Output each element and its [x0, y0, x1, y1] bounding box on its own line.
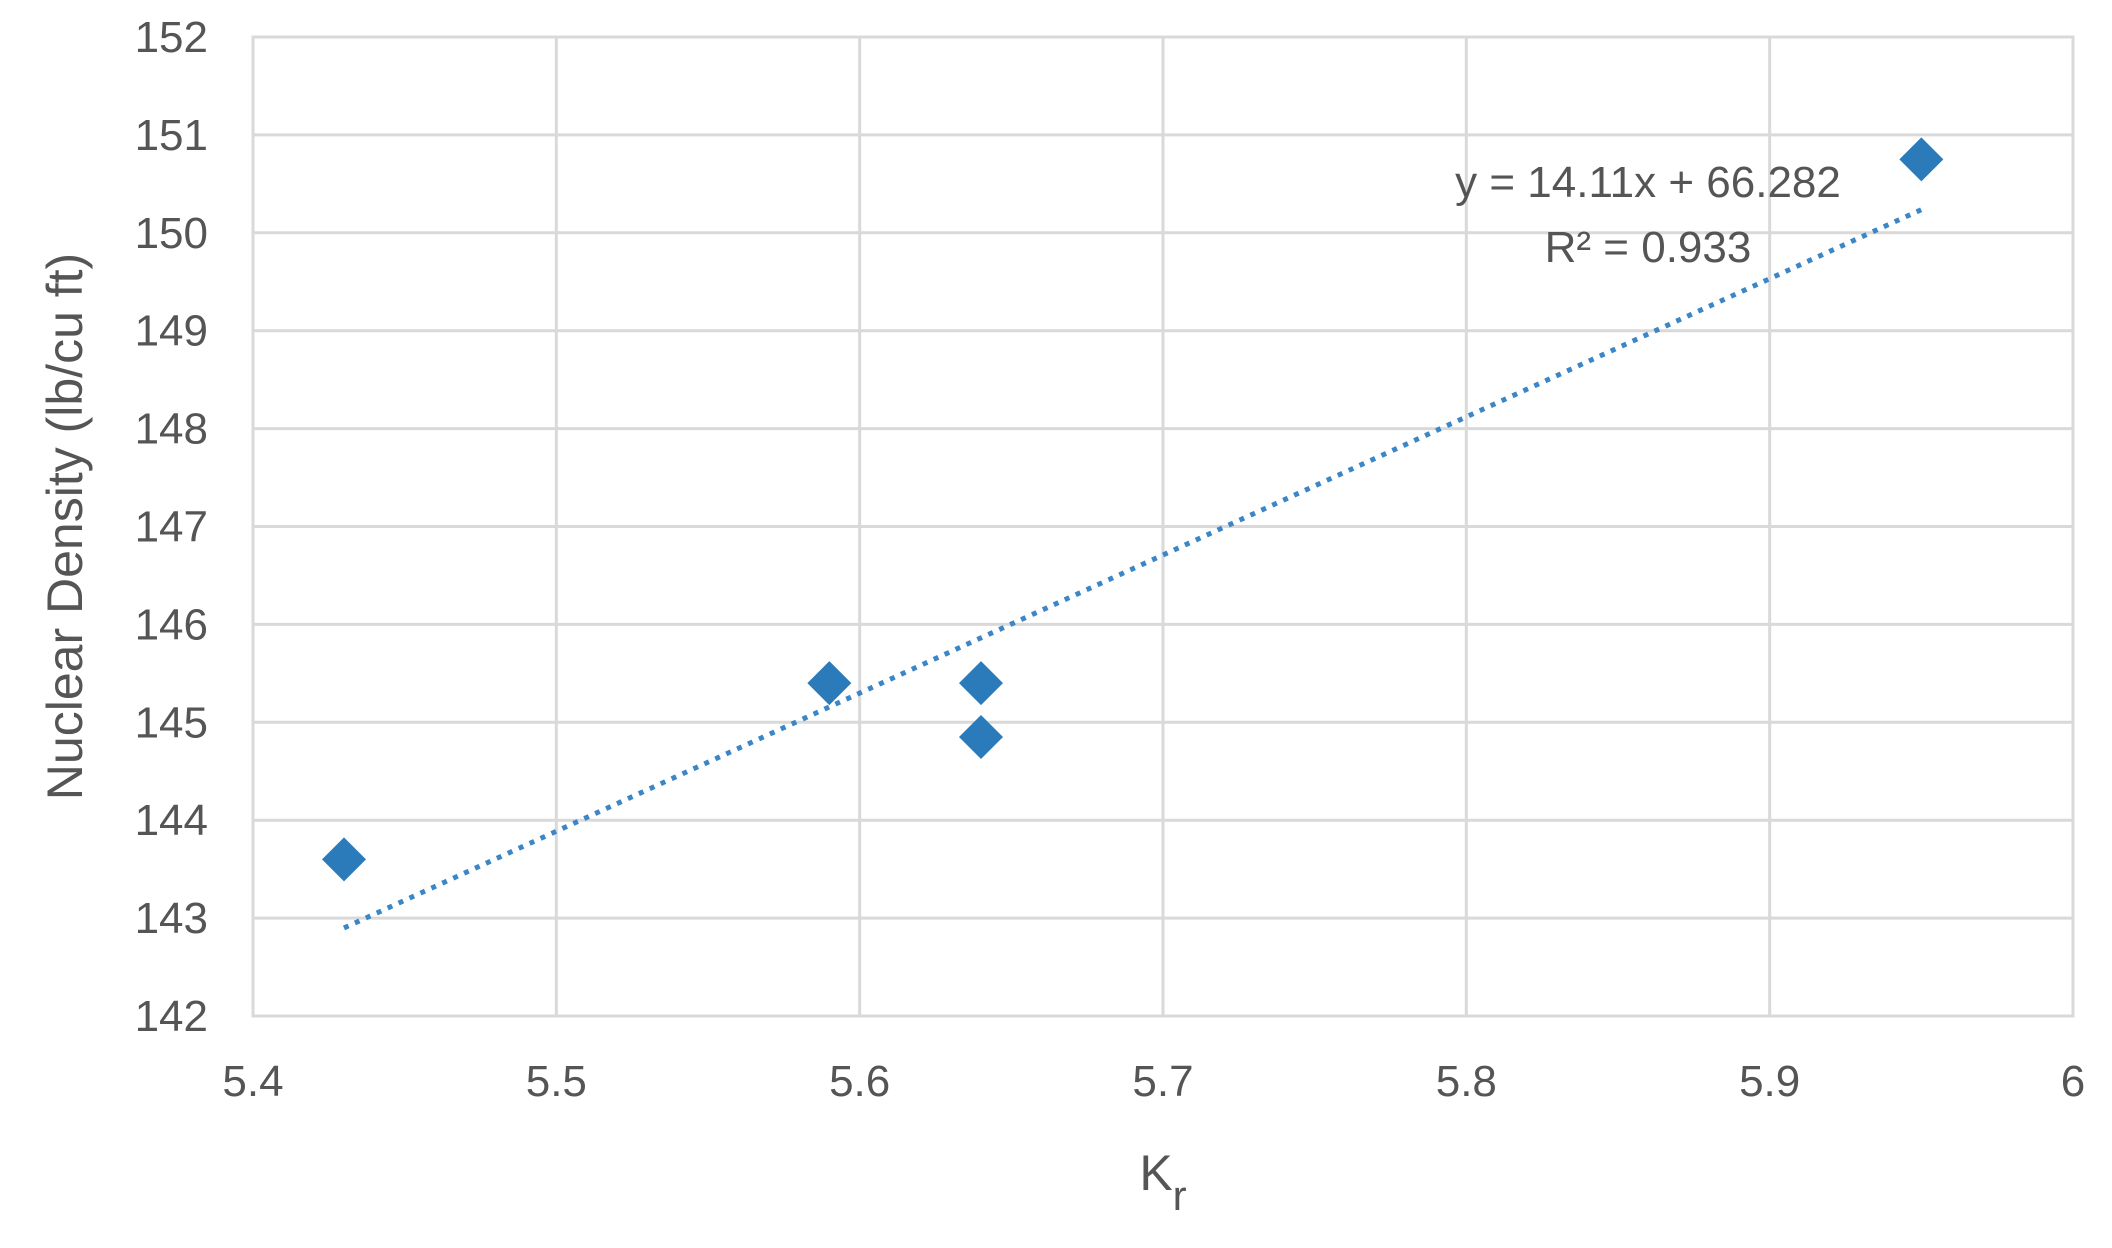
data-point	[807, 661, 852, 706]
y-tick-label: 150	[135, 209, 208, 258]
x-tick-label: 5.9	[1739, 1057, 1800, 1106]
y-tick-label: 151	[135, 111, 208, 160]
data-point	[322, 837, 366, 882]
x-tick-label: 5.8	[1436, 1057, 1497, 1106]
y-tick-label: 149	[135, 307, 208, 356]
x-axis-title-subscript: r	[1173, 1172, 1187, 1219]
data-point	[1899, 137, 1944, 182]
y-tick-label: 148	[135, 405, 208, 454]
x-tick-label: 5.6	[829, 1057, 890, 1106]
x-tick-label: 5.5	[526, 1057, 587, 1106]
x-tick-label: 6	[2061, 1057, 2085, 1106]
y-tick-label: 152	[135, 13, 208, 62]
grid-lines	[251, 35, 2075, 1018]
x-axis-title: Kr	[1139, 1145, 1186, 1219]
data-point	[959, 661, 1003, 706]
y-tick-label: 146	[135, 600, 208, 649]
y-tick-label: 142	[135, 992, 208, 1041]
x-tick-label: 5.7	[1132, 1057, 1193, 1106]
y-tick-label: 145	[135, 698, 208, 747]
data-point	[959, 714, 1003, 759]
data-points	[322, 137, 1944, 882]
trendline-equation: y = 14.11x + 66.282	[1455, 158, 1841, 207]
y-axis-ticks: 142 143 144 145 146 147 148 149 150 151 152	[135, 13, 208, 1041]
y-tick-label: 144	[135, 796, 208, 845]
y-tick-label: 147	[135, 503, 208, 552]
trendline	[342, 207, 1923, 931]
x-axis-ticks: 5.4 5.5 5.6 5.7 5.8 5.9 6	[222, 1057, 2085, 1106]
trendline-r-squared: R² = 0.933	[1545, 223, 1752, 272]
y-tick-label: 143	[135, 894, 208, 943]
x-axis-title-main: K	[1139, 1145, 1172, 1201]
trendline-layer	[342, 207, 1923, 931]
y-axis-title: Nuclear Density (lb/cu ft)	[37, 253, 93, 800]
x-tick-label: 5.4	[222, 1057, 283, 1106]
